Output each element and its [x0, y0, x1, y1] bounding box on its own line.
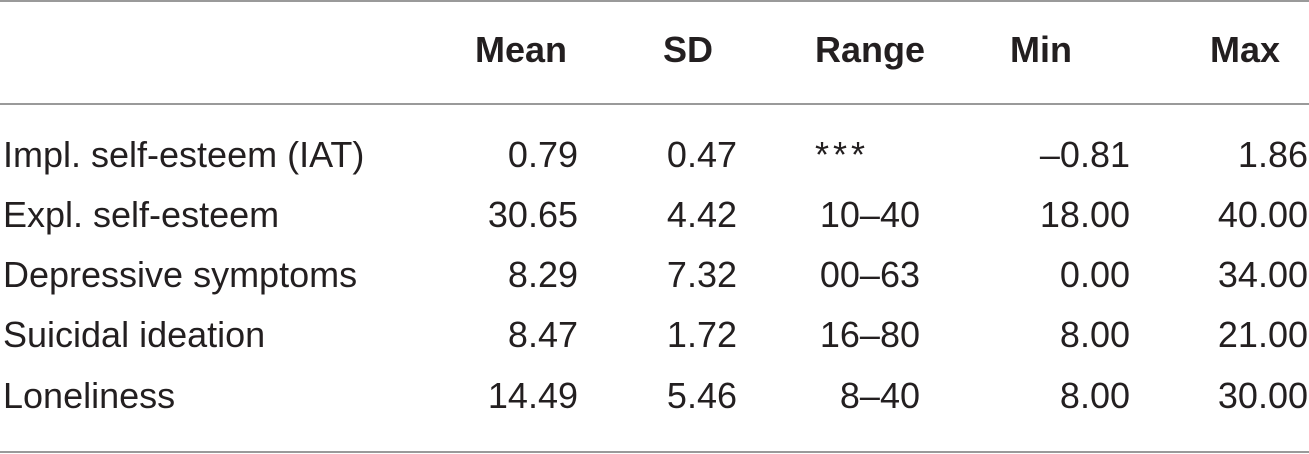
header-sd: SD: [663, 29, 714, 70]
cell-mean: 30.65: [487, 194, 578, 235]
cell-sd: 7.32: [666, 254, 737, 295]
cell-sd: 4.42: [666, 194, 737, 235]
row-label: Suicidal ideation: [3, 314, 266, 355]
cell-sd: 5.46: [666, 375, 737, 416]
row-label: Impl. self-esteem (IAT): [3, 134, 365, 175]
cell-mean: 8.29: [507, 254, 578, 295]
table-row: Impl. self-esteem (IAT) 0.79 0.47 *** –0…: [0, 125, 1309, 185]
cell-min: 8.00: [1059, 375, 1130, 416]
table-header-row: Mean SD Range Min Max: [0, 20, 1309, 80]
table-row: Depressive symptoms 8.29 7.32 00–63 0.00…: [0, 245, 1309, 305]
cell-max: 30.00: [1217, 375, 1308, 416]
cell-sd: 1.72: [666, 314, 737, 355]
bottom-rule: [0, 451, 1309, 453]
cell-max: 1.86: [1237, 134, 1308, 175]
cell-max: 40.00: [1217, 194, 1308, 235]
cell-mean: 0.79: [507, 134, 578, 175]
header-max: Max: [1210, 29, 1281, 70]
row-label: Expl. self-esteem: [3, 194, 280, 235]
cell-min: 0.00: [1059, 254, 1130, 295]
cell-range: ***: [815, 134, 870, 175]
header-mean: Mean: [475, 29, 568, 70]
row-label: Loneliness: [3, 375, 176, 416]
cell-min: 8.00: [1059, 314, 1130, 355]
cell-sd: 0.47: [666, 134, 737, 175]
row-label: Depressive symptoms: [3, 254, 358, 295]
cell-min: –0.81: [1039, 134, 1130, 175]
cell-mean: 8.47: [507, 314, 578, 355]
header-min: Min: [1010, 29, 1072, 70]
cell-max: 21.00: [1217, 314, 1308, 355]
cell-range: 10–40: [819, 194, 920, 235]
cell-min: 18.00: [1039, 194, 1130, 235]
header-rule: [0, 103, 1309, 105]
header-range: Range: [815, 29, 926, 70]
cell-range: 16–80: [819, 314, 920, 355]
cell-mean: 14.49: [487, 375, 578, 416]
top-rule: [0, 0, 1309, 2]
table-row: Expl. self-esteem 30.65 4.42 10–40 18.00…: [0, 185, 1309, 245]
cell-range: 8–40: [839, 375, 920, 416]
table-row: Suicidal ideation 8.47 1.72 16–80 8.00 2…: [0, 305, 1309, 365]
cell-range: 00–63: [819, 254, 920, 295]
table-row: Loneliness 14.49 5.46 8–40 8.00 30.00: [0, 366, 1309, 426]
cell-max: 34.00: [1217, 254, 1308, 295]
